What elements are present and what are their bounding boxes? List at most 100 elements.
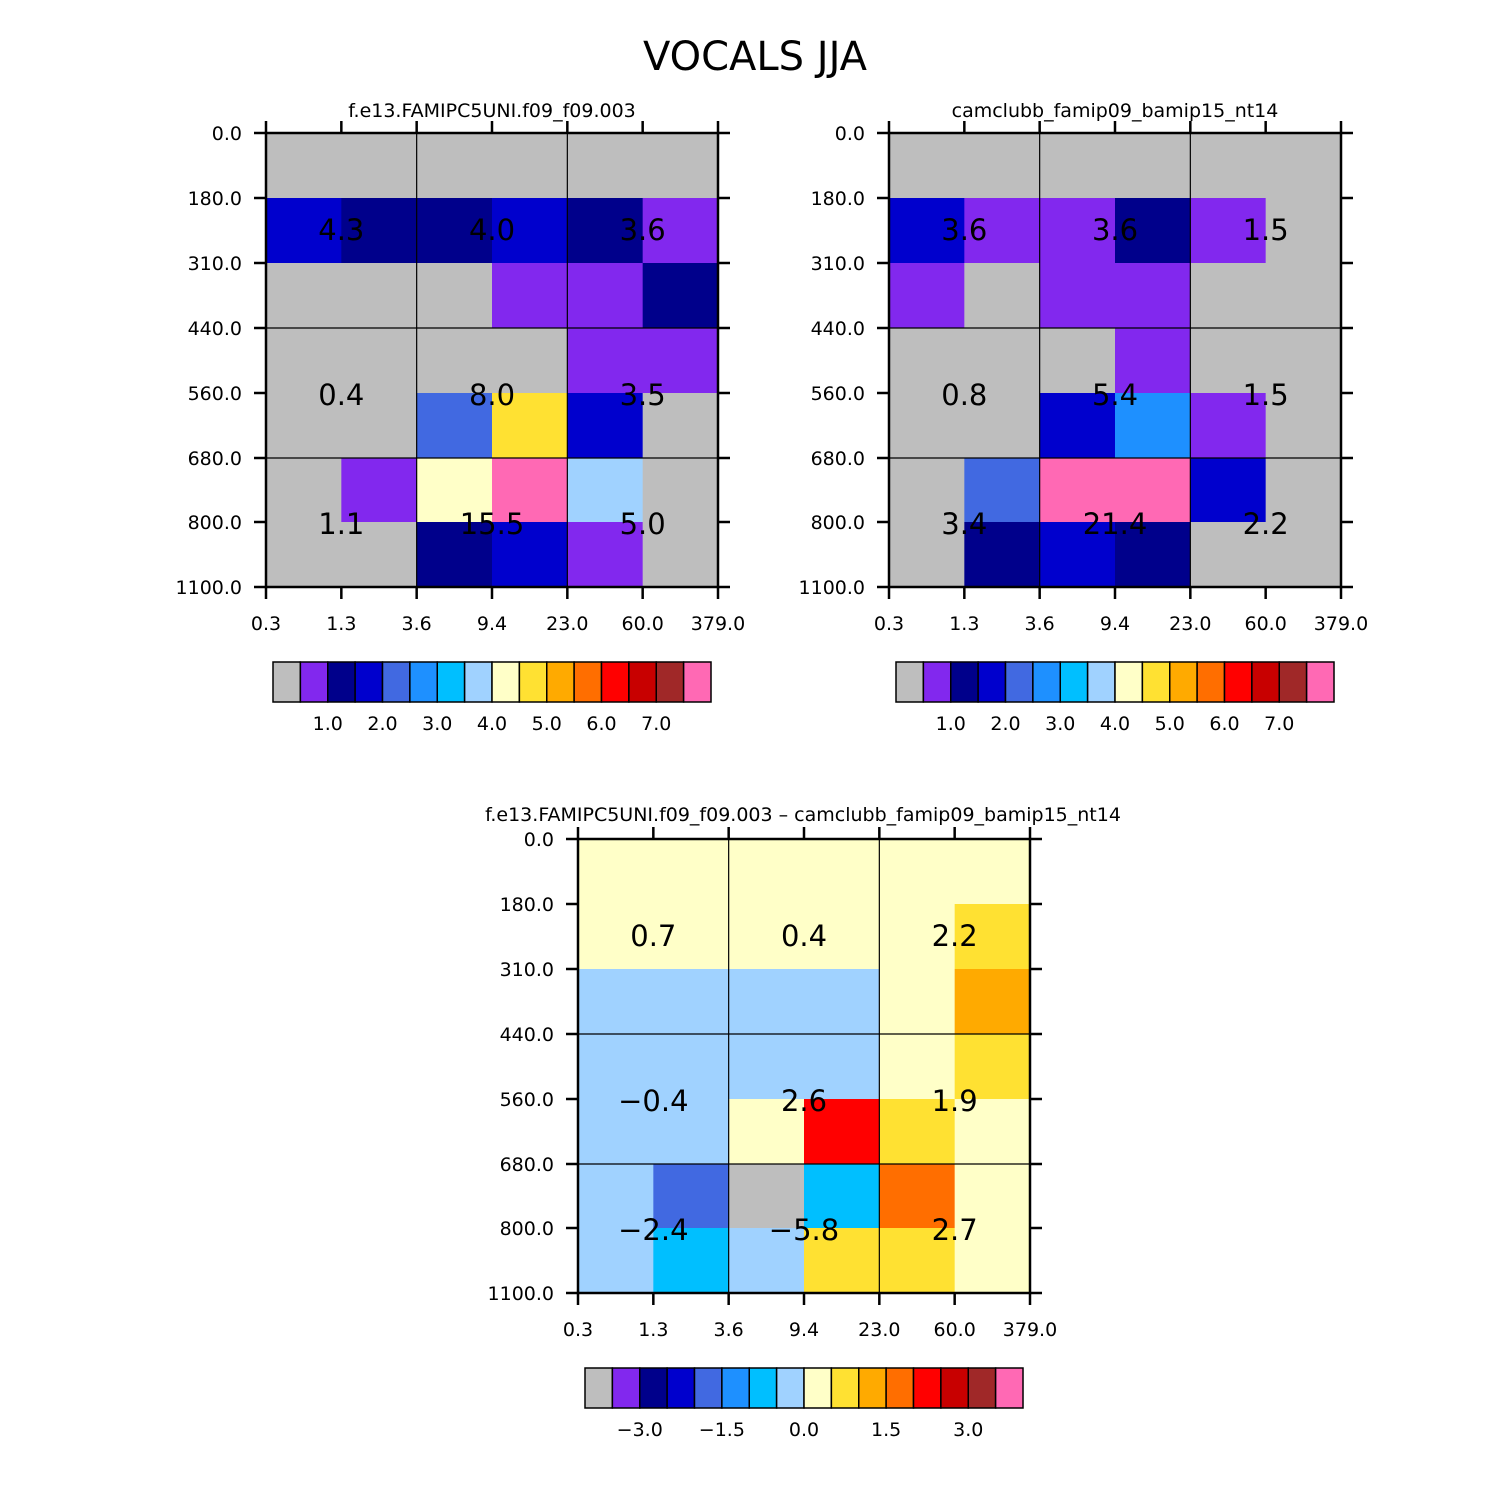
colorbar-label: 6.0 [586,713,616,735]
value-label: 2.7 [932,1213,978,1247]
heatmap-cell [964,522,1041,588]
value-label: 3.6 [620,213,666,247]
y-tick-label: 0.0 [835,123,865,145]
heatmap-cell [1039,522,1116,588]
heatmap-cell [879,969,956,1035]
x-tick-label: 3.6 [714,1319,744,1341]
colorbar-label: 4.0 [1100,713,1130,735]
heatmap-cell [889,133,965,199]
heatmap-cell [1265,393,1342,459]
heatmap-cell [266,263,342,329]
heatmap-cell [728,839,805,905]
y-tick-label: 0.0 [524,829,554,851]
value-label: 1.5 [1243,213,1289,247]
heatmap-cell [728,904,805,970]
heatmap-cell [964,133,1041,199]
heatmap-cell [964,263,1041,329]
heatmap-cell [879,1164,956,1229]
value-label: 15.5 [460,507,525,541]
x-tick-label: 60.0 [622,613,664,635]
value-label: 0.8 [941,378,987,412]
x-tick-label: 379.0 [691,613,745,635]
heatmap-cell [416,263,493,329]
panel-control-run: f.e13.FAMIPC5UNI.f09_f09.003 0.0 180.0 310… [176,100,746,735]
heatmap-cell [1039,263,1116,329]
x-tick-label: 9.4 [1100,613,1130,635]
y-tick-label: 560.0 [811,383,865,405]
heatmap-cell [567,522,644,588]
heatmap-cell [964,198,1041,264]
y-tick-label: 440.0 [188,318,242,340]
x-tick-label: 1.3 [638,1319,668,1341]
colorbar-label: 2.0 [990,713,1020,735]
heatmap-cell [341,263,418,329]
heatmap-cell [341,328,418,394]
colorbar-swatch [1086,661,1116,703]
y-tick-label: 800.0 [188,512,242,534]
colorbar-swatch [830,1367,860,1409]
colorbar-swatch [1059,661,1089,703]
colorbar-swatch [977,661,1007,703]
colorbar-swatch [748,1367,778,1409]
y-tick-label: 680.0 [188,448,242,470]
heatmap-cell [728,1228,805,1294]
heatmap-cell [1115,198,1191,264]
heatmap-cell [578,1228,654,1294]
heatmap-cell [653,1164,730,1229]
y-tick-label: 180.0 [811,188,865,210]
colorbar-swatch [573,661,603,703]
y-tick-label: 310.0 [500,959,554,981]
y-tick-label: 800.0 [811,512,865,534]
heatmap-cell [567,133,644,199]
y-tick-label: 560.0 [500,1089,554,1111]
heatmap-cell [1265,328,1342,394]
heatmap-cell [889,263,965,329]
heatmap-cell [889,198,965,264]
heatmap-cell [642,328,719,394]
colorbar-swatch [858,1367,887,1409]
x-tick-label: 3.6 [402,613,432,635]
x-tick-label: 3.6 [1025,613,1055,635]
heatmap-cell [492,133,568,199]
heatmap-cell [889,393,965,459]
colorbar-swatch [272,661,302,703]
value-label: 3.4 [941,507,987,541]
colorbar-label: 2.0 [367,713,397,735]
value-label: 1.5 [1243,378,1289,412]
colorbar-label: 6.0 [1209,713,1239,735]
heatmap-cell [578,1034,654,1100]
heatmap-cell [1190,133,1267,199]
x-tick-label: 1.3 [326,613,356,635]
heatmap-cell [642,522,719,588]
value-label: 0.4 [781,919,827,953]
heatmap-cell [341,133,418,199]
colorbar-swatch [912,1367,942,1409]
colorbar-swatch [950,661,979,703]
heatmap-cell [879,904,956,970]
heatmap-cell [416,393,493,459]
heatmap-cell [653,1228,730,1294]
heatmap-cell [653,839,730,905]
heatmap-cell [879,1099,956,1165]
heatmap-cell [567,393,644,459]
colorbar-swatch [994,1367,1024,1409]
heatmap-cell [964,458,1041,523]
heatmap-cell [954,969,1031,1035]
heatmap-cell [889,458,965,523]
heatmap-cell [1039,458,1116,523]
colorbar-swatch [895,661,925,703]
colorbar-swatch [491,661,521,703]
colorbar-swatch [666,1367,696,1409]
colorbar-swatch [584,1367,614,1409]
heatmap-cell [804,1164,880,1229]
heatmap-cell [964,328,1041,394]
heatmap-cell [416,198,493,264]
colorbar-swatch [693,1367,723,1409]
heatmap-cell [954,1099,1031,1165]
y-tick-label: 310.0 [188,253,242,275]
colorbar-label: 3.0 [1045,713,1075,735]
heatmap-cell [1265,263,1342,329]
heatmap-cell [416,522,493,588]
heatmap-cell [954,1228,1031,1294]
colorbar-swatch [600,661,630,703]
